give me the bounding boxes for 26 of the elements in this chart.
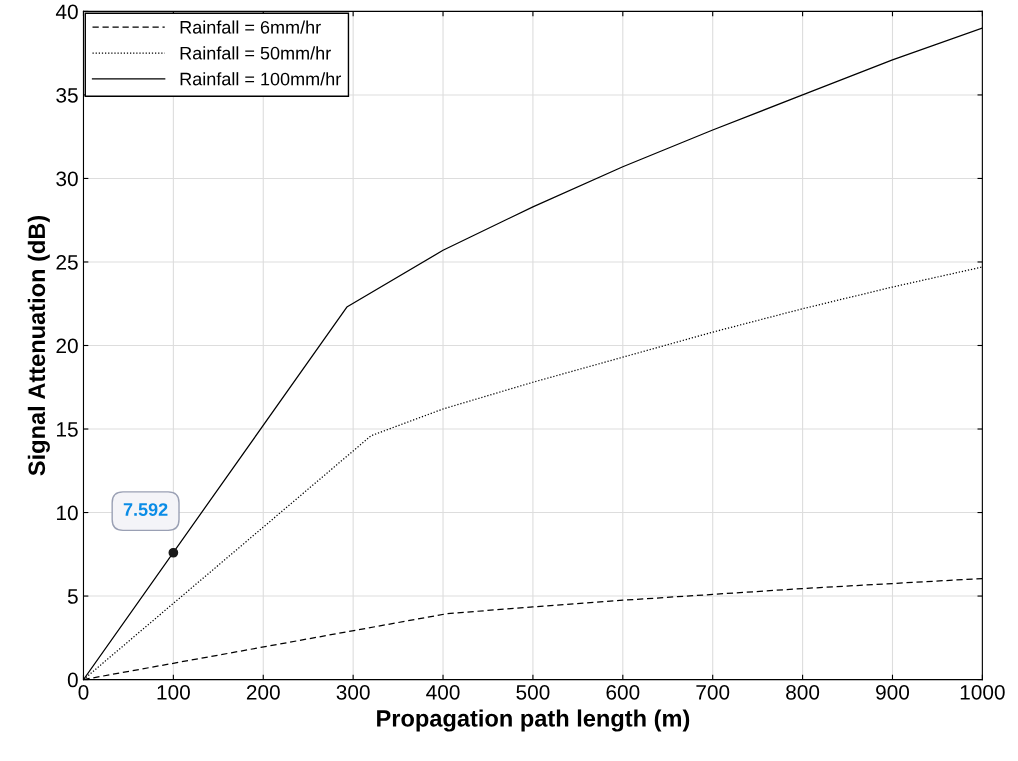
y-tick-label: 5: [67, 589, 78, 604]
y-tick-label: 20: [56, 338, 78, 354]
x-tick-label: 100: [157, 684, 190, 700]
x-tick-label: 600: [606, 684, 640, 700]
x-tick-label: 300: [336, 684, 370, 700]
x-axis-title: Propagation path length (m): [377, 709, 690, 732]
y-tick-label: 30: [56, 171, 78, 187]
annotation: 7.592: [123, 503, 168, 516]
y-axis-title: Signal Attenuation (dB): [27, 215, 50, 476]
x-tick-label: 200: [246, 684, 280, 700]
legend-label: Rainfall = 6mm/hr: [180, 20, 321, 34]
y-tick-label: 35: [56, 87, 78, 103]
legend-label: Rainfall = 50mm/hr: [180, 46, 331, 60]
legend-label: Rainfall = 100mm/hr: [180, 72, 341, 86]
x-tick-label: 800: [786, 684, 820, 700]
x-tick-label: 700: [696, 684, 730, 700]
y-tick-label: 25: [56, 254, 78, 270]
y-tick-label: 10: [57, 505, 78, 521]
x-tick-label: 500: [516, 684, 550, 700]
y-tick-label: 15: [57, 422, 78, 437]
x-tick-label: 0: [78, 684, 89, 700]
x-tick-label: 900: [876, 684, 910, 700]
x-tick-label: 400: [426, 684, 460, 700]
y-tick-label: 0: [67, 672, 78, 688]
x-tick-label: 1000: [960, 684, 1005, 700]
y-tick-label: 40: [55, 4, 78, 20]
